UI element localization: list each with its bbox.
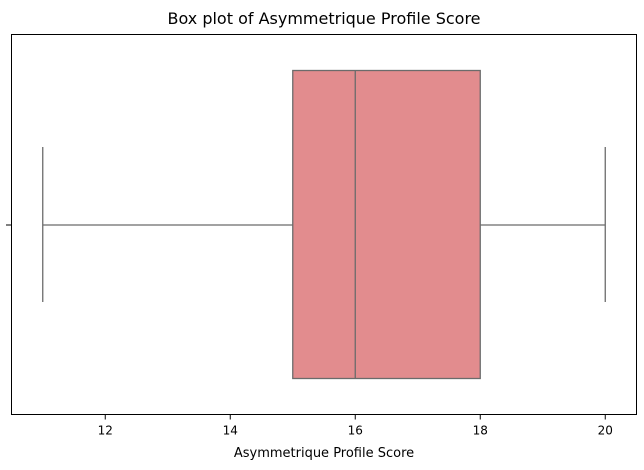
x-axis-ticks: 12 14 16 18 20: [98, 414, 613, 438]
plot-area-frame: [11, 34, 637, 415]
chart-title: Box plot of Asymmetrique Profile Score: [167, 9, 480, 28]
interquartile-box: [292, 69, 481, 380]
x-tick-label: 16: [348, 424, 363, 438]
x-tick-label: 18: [473, 424, 488, 438]
x-tick-label: 14: [223, 424, 238, 438]
chart-marks: [42, 69, 606, 380]
x-tick-label: 20: [598, 424, 613, 438]
x-tick-label: 12: [98, 424, 113, 438]
x-axis-label: Asymmetrique Profile Score: [234, 446, 414, 461]
